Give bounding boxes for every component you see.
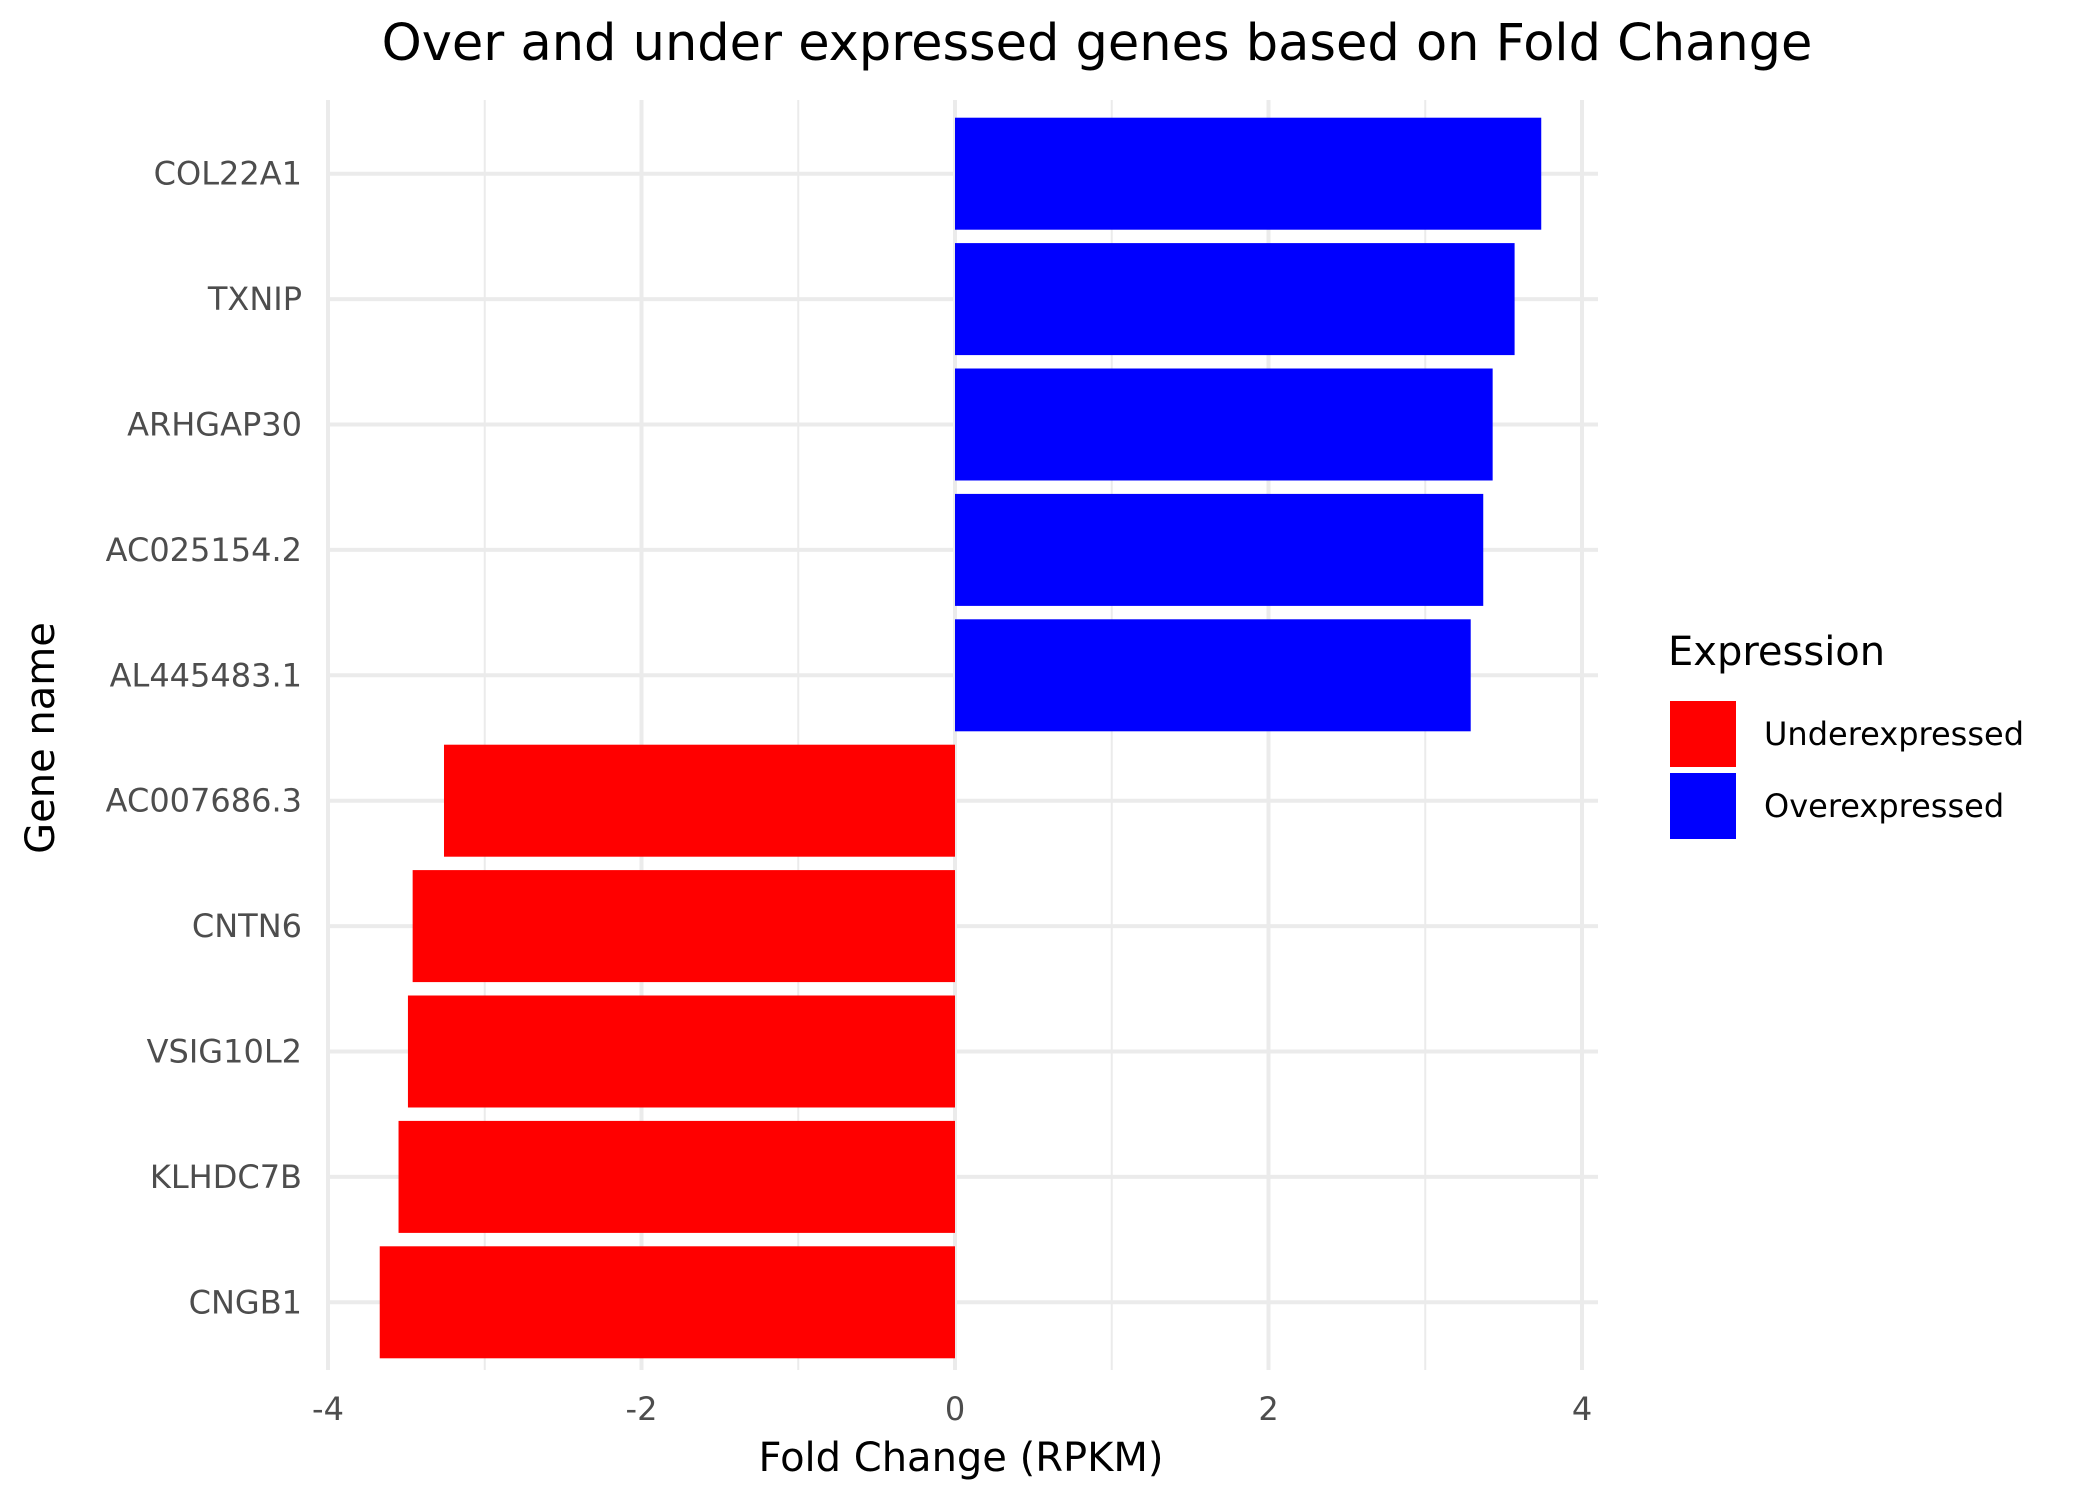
bar-cntn6 xyxy=(412,870,955,983)
y-tick-label: AL445483.1 xyxy=(110,656,302,694)
bar-ac007686-3 xyxy=(443,744,955,857)
bar-col22a1 xyxy=(955,117,1542,230)
x-tick-label: -4 xyxy=(312,1390,344,1428)
y-axis-tick-labels: COL22A1 TXNIP ARHGAP30 AC025154.2 AL445483.1… xyxy=(106,155,302,1322)
bar-al445483-1 xyxy=(955,619,1471,732)
y-axis-title: Gene name xyxy=(18,622,64,854)
legend-title: Expression xyxy=(1668,629,1885,675)
x-tick-label: 0 xyxy=(945,1390,965,1428)
x-axis-title: Fold Change (RPKM) xyxy=(759,1435,1164,1481)
legend-label: Overexpressed xyxy=(1764,787,2004,825)
bar-cngb1 xyxy=(379,1246,955,1359)
x-tick-label: 4 xyxy=(1572,1390,1592,1428)
bar-arhgap30 xyxy=(955,368,1493,481)
y-tick-label: CNGB1 xyxy=(189,1283,302,1321)
bar-ac025154-2 xyxy=(955,493,1484,606)
y-tick-label: VSIG10L2 xyxy=(147,1033,302,1071)
legend: Expression Underexpressed Overexpressed xyxy=(1668,629,2024,839)
chart-title: Over and under expressed genes based on … xyxy=(382,14,1813,73)
bar-vsig10l2 xyxy=(407,995,955,1108)
y-tick-label: AC025154.2 xyxy=(106,531,302,569)
y-tick-label: ARHGAP30 xyxy=(127,406,302,444)
y-tick-label: KLHDC7B xyxy=(150,1158,302,1196)
x-axis-tick-labels: -4 -2 0 2 4 xyxy=(312,1390,1592,1428)
bar-txnip xyxy=(955,243,1515,356)
y-tick-label: TXNIP xyxy=(207,280,302,318)
x-tick-label: 2 xyxy=(1258,1390,1278,1428)
bars xyxy=(379,117,1542,1359)
legend-key xyxy=(1670,701,1736,767)
legend-key xyxy=(1670,773,1736,839)
legend-items: Underexpressed Overexpressed xyxy=(1670,701,2024,839)
y-tick-label: COL22A1 xyxy=(154,155,302,193)
bar-klhdc7b xyxy=(398,1120,956,1233)
legend-label: Underexpressed xyxy=(1764,715,2024,753)
y-tick-label: AC007686.3 xyxy=(106,782,302,820)
y-tick-label: CNTN6 xyxy=(192,907,302,945)
x-tick-label: -2 xyxy=(626,1390,658,1428)
